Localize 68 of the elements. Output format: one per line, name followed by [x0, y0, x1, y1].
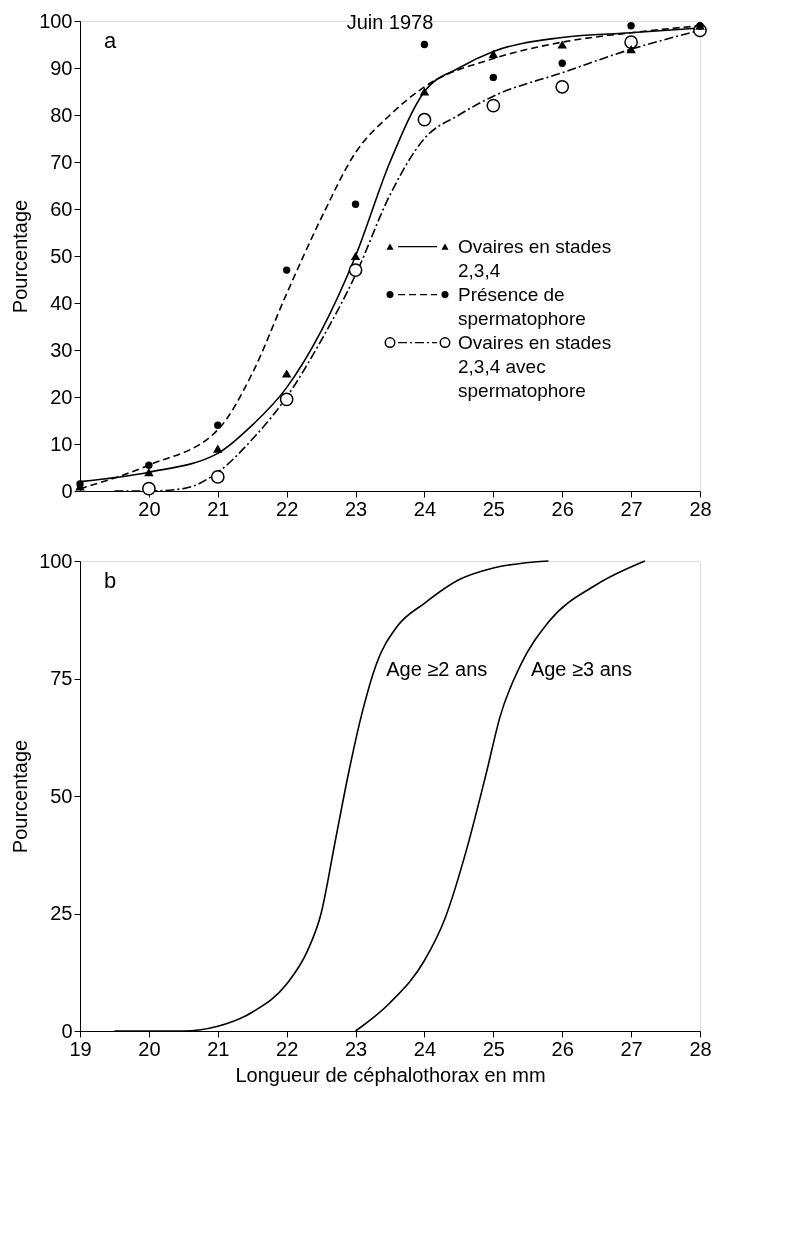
point	[486, 98, 501, 113]
legend-label: Ovaires en stades 2,3,4 avec spermatophore	[458, 331, 612, 401]
y-tick-label: 90	[50, 56, 73, 79]
point	[213, 444, 223, 453]
x-tick-label: 20	[138, 497, 161, 520]
point	[281, 369, 292, 378]
point	[488, 49, 499, 59]
x-tick-label: 27	[620, 1037, 643, 1060]
point	[626, 45, 636, 54]
point	[214, 421, 222, 429]
legend-label: Ovaires en stades 2,3,4	[458, 235, 612, 281]
x-tick-label: 21	[207, 497, 230, 520]
x-axis-title: Longueur de céphalothorax en mm	[235, 1063, 546, 1086]
point	[557, 40, 567, 49]
point	[489, 73, 498, 82]
y-tick-label: 0	[61, 479, 73, 502]
x-tick-label: 24	[413, 1037, 437, 1060]
point	[142, 481, 156, 496]
y-tick-label: 60	[50, 197, 73, 220]
x-tick-label: 22	[276, 1037, 299, 1060]
point	[420, 40, 429, 49]
point	[555, 79, 570, 94]
chart-title: Juin 1978	[346, 11, 434, 33]
annotation: a	[104, 28, 117, 53]
x-tick-label: 21	[207, 1037, 230, 1060]
point	[627, 22, 635, 30]
x-tick-label: 27	[620, 497, 643, 520]
point	[350, 251, 361, 261]
point	[210, 470, 225, 484]
x-tick-label: 22	[276, 497, 299, 520]
point	[351, 200, 360, 208]
x-tick-label: 26	[551, 1037, 574, 1060]
y-tick-label: 80	[50, 103, 73, 126]
x-tick-label: 25	[482, 497, 505, 520]
x-tick-label: 23	[344, 497, 368, 520]
y-tick-label: 25	[50, 902, 73, 924]
y-tick-label: 10	[50, 432, 73, 455]
point	[419, 87, 430, 96]
y-axis-title: Pourcentage	[9, 199, 32, 314]
point	[348, 263, 363, 277]
series-label: Age ≥2 ans	[386, 658, 488, 681]
y-axis-title: Pourcentage	[9, 739, 32, 854]
point	[282, 266, 291, 274]
y-tick-label: 100	[39, 549, 73, 572]
x-tick-label: 25	[482, 1037, 505, 1060]
y-tick-label: 75	[50, 667, 73, 689]
y-tick-label: 100	[39, 9, 73, 32]
y-tick-label: 20	[50, 385, 73, 408]
x-tick-label: 28	[689, 497, 712, 520]
point	[145, 461, 153, 469]
x-tick-label: 28	[689, 1037, 712, 1060]
legend-label: Présence de spermatophore	[458, 283, 586, 329]
y-tick-label: 40	[50, 291, 73, 314]
x-tick-label: 20	[138, 1037, 161, 1060]
x-tick-label: 24	[413, 497, 437, 520]
y-tick-label: 30	[50, 338, 73, 361]
y-tick-label: 50	[50, 784, 73, 807]
point	[144, 468, 154, 477]
y-tick-label: 50	[50, 244, 73, 267]
point	[279, 392, 294, 407]
series-label: Age ≥3 ans	[530, 658, 632, 681]
point	[624, 35, 638, 50]
x-tick-label: 23	[344, 1037, 368, 1060]
annotation: b	[104, 568, 117, 593]
point	[417, 112, 432, 127]
point	[558, 59, 566, 67]
y-tick-label: 70	[50, 150, 73, 173]
x-tick-label: 26	[551, 497, 574, 520]
